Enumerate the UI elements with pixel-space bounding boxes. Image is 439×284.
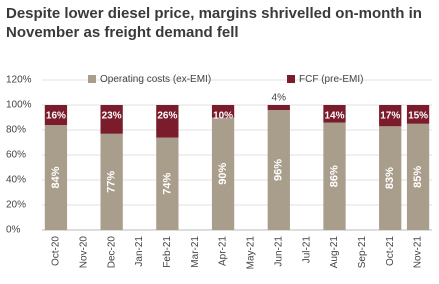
y-tick-label: 80% bbox=[6, 125, 26, 136]
x-tick-label: Oct-20 bbox=[51, 236, 62, 266]
bar-segment bbox=[323, 122, 346, 230]
value-label: 84% bbox=[50, 166, 62, 188]
bar-segment bbox=[211, 105, 235, 118]
value-label: 26% bbox=[157, 111, 177, 122]
bar-segment bbox=[100, 105, 123, 134]
value-label: 90% bbox=[217, 163, 229, 185]
bar-segment bbox=[379, 105, 402, 127]
value-label: 14% bbox=[324, 111, 344, 122]
bar-segment bbox=[379, 126, 402, 230]
value-label: 23% bbox=[102, 111, 122, 122]
x-tick-label: Nov-20 bbox=[78, 236, 89, 269]
y-tick-label: 120% bbox=[6, 75, 32, 86]
bar-segment bbox=[156, 105, 179, 138]
x-tick-label: Nov-21 bbox=[413, 236, 424, 269]
x-tick-label: Mar-21 bbox=[190, 236, 201, 268]
bar-segment bbox=[323, 105, 346, 123]
x-tick-label: Dec-20 bbox=[106, 236, 117, 269]
y-tick-label: 100% bbox=[6, 100, 32, 111]
value-label: 77% bbox=[106, 171, 118, 193]
y-tick-label: 40% bbox=[6, 175, 26, 186]
x-tick-label: Aug-21 bbox=[329, 236, 340, 269]
value-label: 15% bbox=[408, 111, 428, 122]
bar-segment bbox=[267, 105, 290, 110]
bar-segment bbox=[211, 117, 235, 230]
value-label: 10% bbox=[213, 111, 233, 122]
value-label: 74% bbox=[161, 173, 173, 195]
legend-label: Operating costs (ex-EMI) bbox=[100, 74, 211, 85]
bar-segment bbox=[44, 105, 68, 125]
x-tick-label: Oct-21 bbox=[385, 236, 396, 266]
x-tick-label: Jul-21 bbox=[301, 236, 312, 264]
value-label: 16% bbox=[46, 111, 66, 122]
x-tick-label: Jan-21 bbox=[134, 236, 145, 267]
x-tick-label: May-21 bbox=[246, 236, 257, 270]
y-tick-label: 0% bbox=[6, 225, 21, 236]
value-label: 83% bbox=[384, 167, 396, 189]
bar-segment bbox=[406, 123, 430, 230]
value-label: 85% bbox=[412, 166, 424, 188]
value-label: 4% bbox=[272, 93, 287, 104]
bar-segment bbox=[406, 105, 430, 124]
legend-swatch bbox=[88, 75, 96, 83]
bar-segment bbox=[44, 125, 68, 230]
x-tick-label: Feb-21 bbox=[162, 236, 173, 268]
bar-segment bbox=[156, 137, 179, 230]
y-tick-label: 20% bbox=[6, 200, 26, 211]
legend-swatch bbox=[287, 75, 295, 83]
value-label: 86% bbox=[328, 165, 340, 187]
chart-title: Despite lower diesel price, margins shri… bbox=[6, 5, 422, 41]
legend-label: FCF (pre-EMI) bbox=[299, 74, 363, 85]
x-tick-label: Apr-21 bbox=[218, 236, 229, 266]
x-tick-label: Sep-21 bbox=[357, 236, 368, 269]
y-tick-label: 60% bbox=[6, 150, 26, 161]
value-label: 17% bbox=[380, 111, 400, 122]
bar-segment bbox=[267, 110, 290, 230]
x-tick-label: Jun-21 bbox=[273, 236, 284, 267]
bar-segment bbox=[100, 133, 123, 230]
value-label: 96% bbox=[273, 159, 285, 181]
